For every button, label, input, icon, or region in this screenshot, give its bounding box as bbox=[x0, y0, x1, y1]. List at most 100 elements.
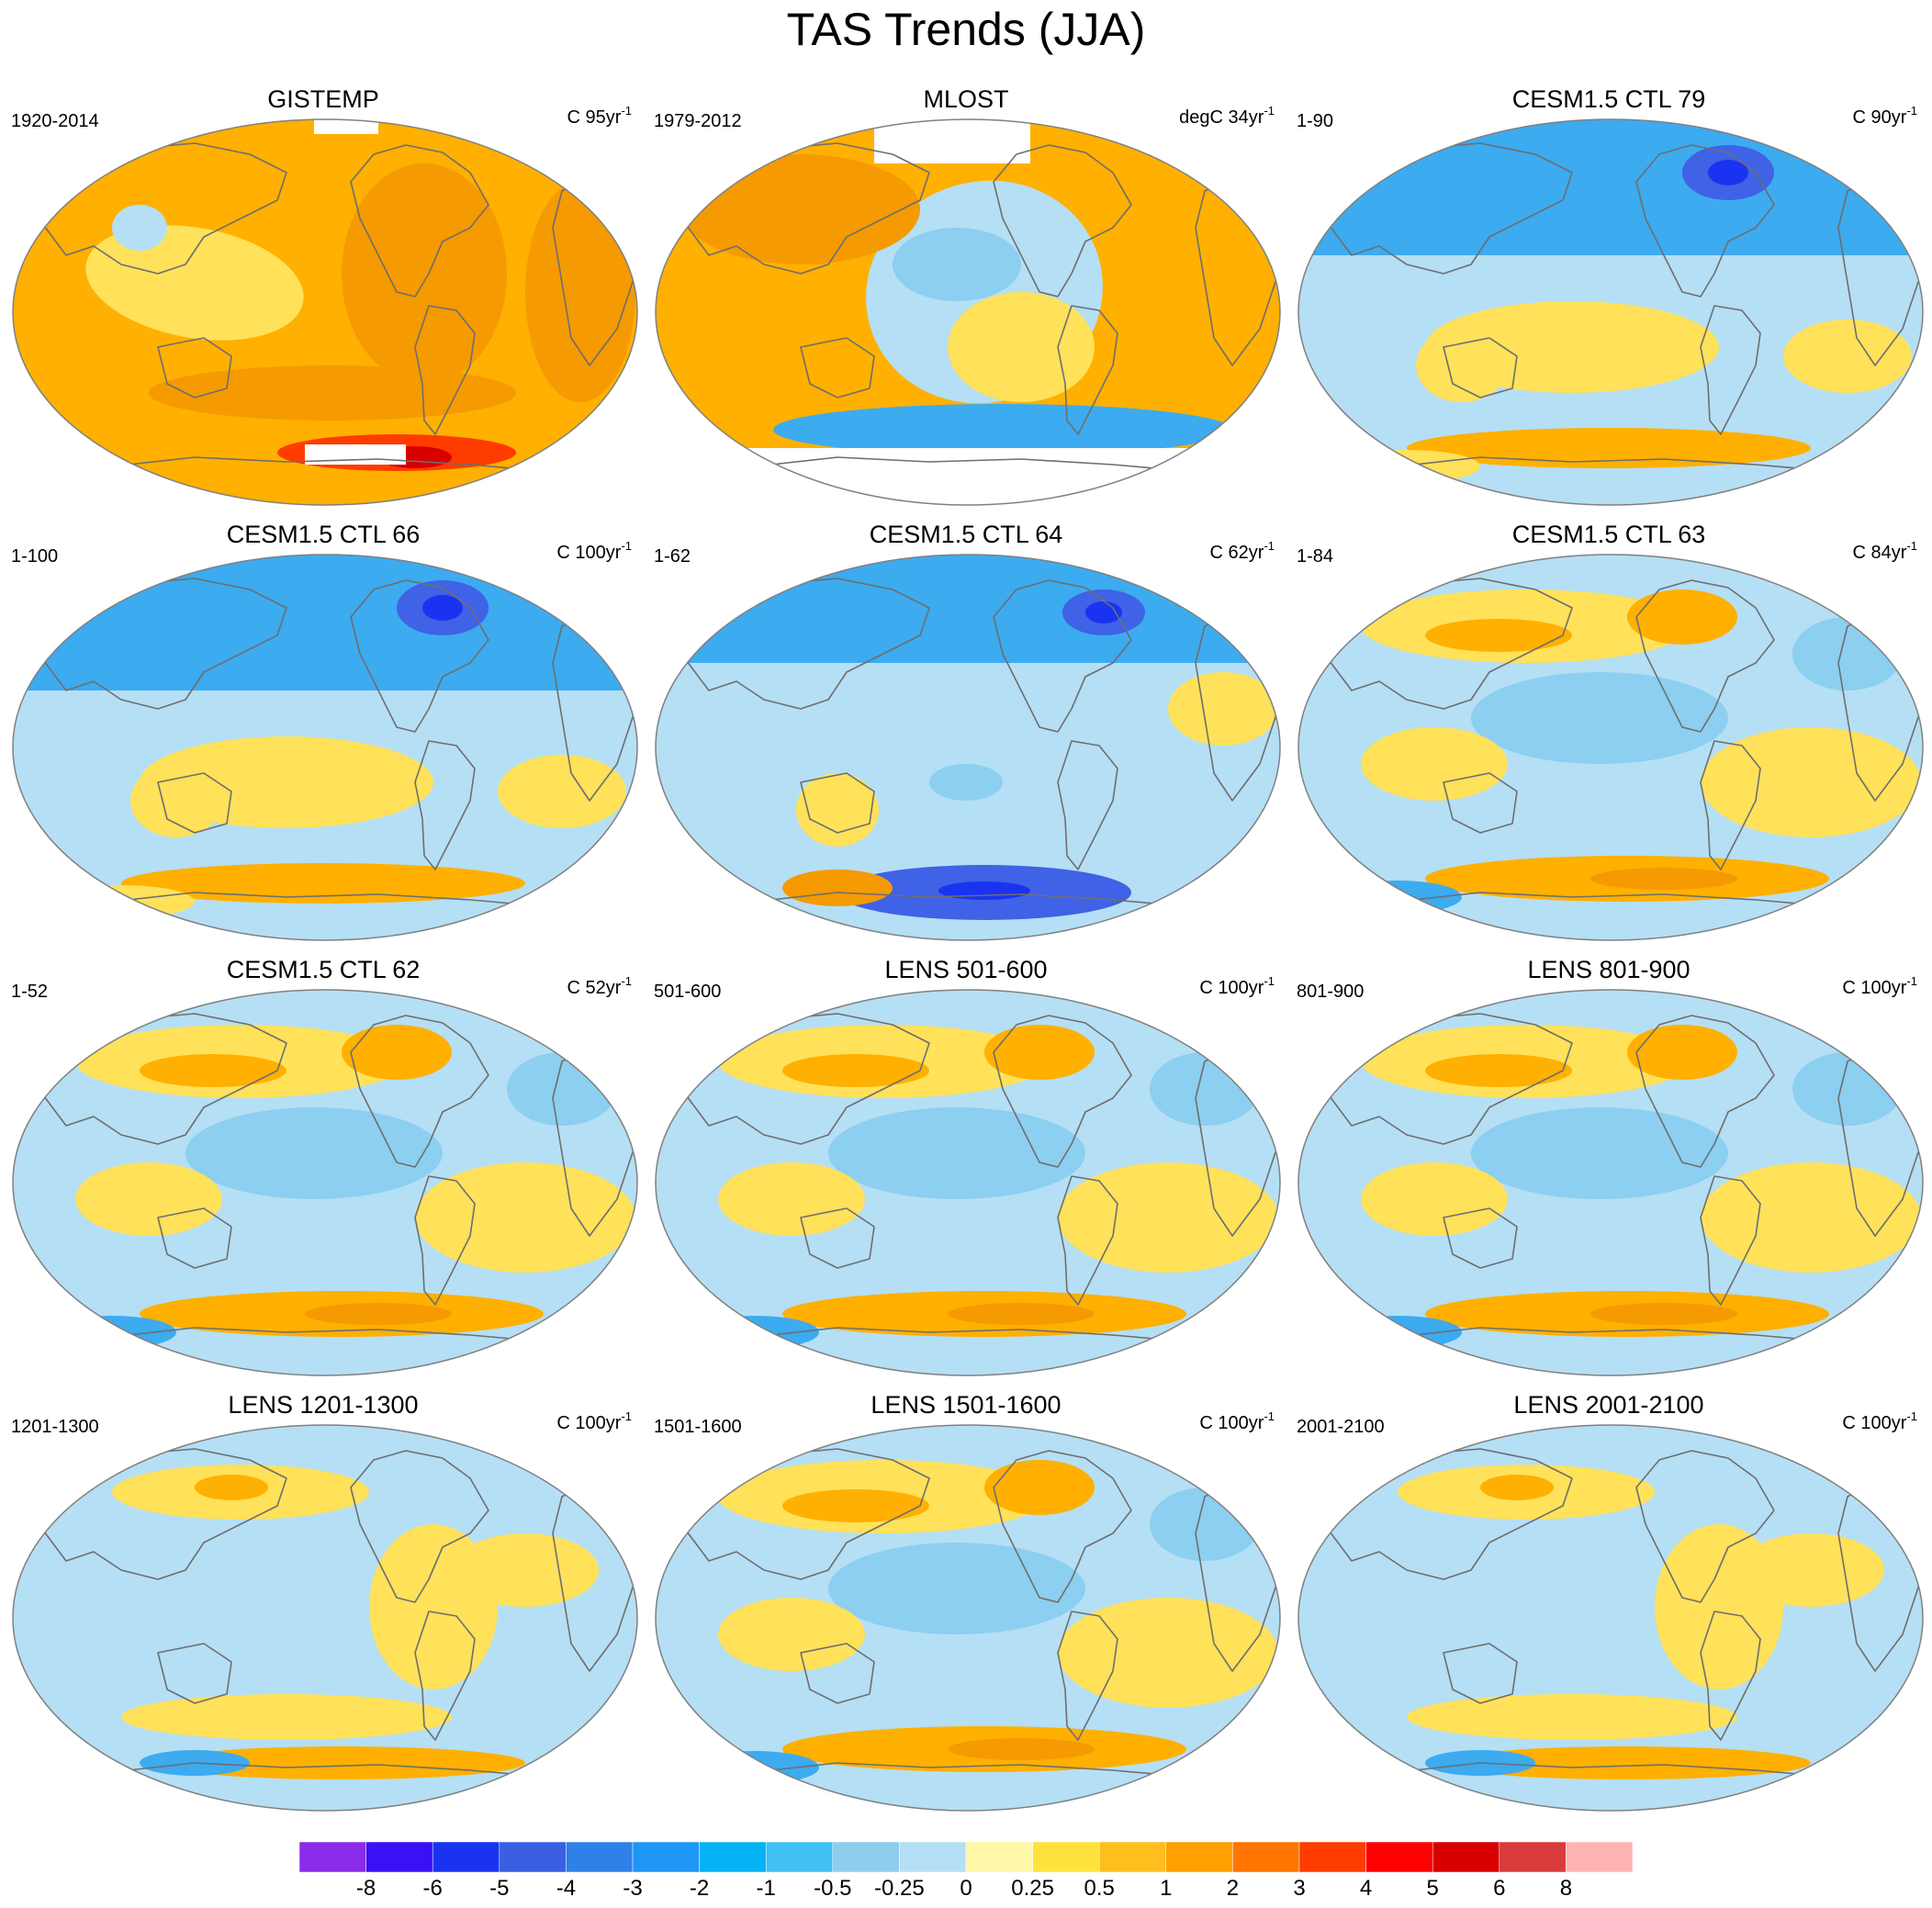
panel-units-exponent: -1 bbox=[1264, 974, 1275, 988]
colorbar-tick-label: 4 bbox=[1359, 1876, 1373, 1901]
colorbar-tick-label: -3 bbox=[623, 1876, 643, 1901]
panel-units: C 62yr-1 bbox=[1210, 540, 1275, 566]
panel-units-text: C 62yr bbox=[1209, 543, 1264, 563]
map-projection bbox=[1297, 118, 1924, 506]
map-panel: LENS 1501-1600 1501-1600 C 100yr-1 bbox=[645, 1390, 1287, 1822]
panel-title: GISTEMP bbox=[267, 85, 379, 113]
colorbar-swatch bbox=[1032, 1841, 1100, 1873]
panel-units-exponent: -1 bbox=[621, 104, 632, 118]
panel-period: 1201-1300 bbox=[11, 1417, 99, 1437]
panel-period: 1-62 bbox=[654, 546, 691, 567]
panel-period: 1-100 bbox=[11, 546, 59, 567]
panel-units: C 100yr-1 bbox=[1842, 1410, 1917, 1436]
panel-title: CESM1.5 CTL 62 bbox=[226, 956, 421, 983]
colorbar-tick-label: 0 bbox=[960, 1876, 972, 1901]
colorbar-tick-label: 5 bbox=[1426, 1876, 1439, 1901]
panel-units-text: C 95yr bbox=[567, 107, 622, 128]
panel-units: C 100yr-1 bbox=[1842, 975, 1917, 1001]
panel-title: MLOST bbox=[923, 85, 1009, 113]
map-panel: CESM1.5 CTL 62 1-52 C 52yr-1 bbox=[2, 955, 645, 1386]
map-projection bbox=[655, 118, 1281, 506]
map-projection bbox=[1297, 989, 1924, 1376]
panel-period: 1-90 bbox=[1297, 111, 1334, 131]
colorbar-swatch bbox=[499, 1841, 567, 1873]
panel-units-text: C 100yr bbox=[1842, 1413, 1907, 1433]
panel-period: 501-600 bbox=[654, 982, 722, 1002]
panel-period: 1-84 bbox=[1297, 546, 1334, 567]
colorbar-tick-label: -0.25 bbox=[874, 1876, 925, 1901]
panel-title: CESM1.5 CTL 66 bbox=[226, 521, 421, 548]
figure-title: TAS Trends (JJA) bbox=[786, 4, 1146, 55]
map-projection bbox=[655, 554, 1281, 941]
panel-units: C 100yr-1 bbox=[556, 1410, 632, 1436]
colorbar-swatch bbox=[965, 1841, 1033, 1873]
colorbar-swatch bbox=[1298, 1841, 1366, 1873]
colorbar-swatch bbox=[432, 1841, 500, 1873]
map-panel: CESM1.5 CTL 63 1-84 C 84yr-1 bbox=[1287, 520, 1930, 951]
colorbar-swatch bbox=[566, 1841, 634, 1873]
panel-units: C 100yr-1 bbox=[1199, 975, 1275, 1001]
colorbar-tick-label: -6 bbox=[422, 1876, 443, 1901]
map-panel: CESM1.5 CTL 64 1-62 C 62yr-1 bbox=[645, 520, 1287, 951]
panel-units-exponent: -1 bbox=[621, 974, 632, 988]
colorbar-swatch bbox=[699, 1841, 767, 1873]
panel-units: C 100yr-1 bbox=[556, 540, 632, 566]
panel-period: 1501-1600 bbox=[654, 1417, 742, 1437]
map-panel: CESM1.5 CTL 79 1-90 C 90yr-1 bbox=[1287, 84, 1930, 516]
colorbar-swatch bbox=[832, 1841, 900, 1873]
panel-units-text: C 90yr bbox=[1852, 107, 1907, 128]
panel-title: LENS 1501-1600 bbox=[871, 1391, 1061, 1419]
colorbar-swatch bbox=[1098, 1841, 1167, 1873]
panel-units-exponent: -1 bbox=[1906, 1409, 1917, 1423]
panel-period: 2001-2100 bbox=[1297, 1417, 1385, 1437]
panel-units-text: C 100yr bbox=[556, 543, 622, 563]
panel-period: 801-900 bbox=[1297, 982, 1365, 1002]
colorbar-tick-label: -1 bbox=[756, 1876, 776, 1901]
panel-units-exponent: -1 bbox=[621, 539, 632, 553]
map-panel: MLOST 1979-2012 degC 34yr-1 bbox=[645, 84, 1287, 516]
panel-period: 1920-2014 bbox=[11, 111, 99, 131]
panel-units-text: degC 34yr bbox=[1179, 107, 1264, 128]
panel-period: 1979-2012 bbox=[654, 111, 742, 131]
colorbar-swatch bbox=[632, 1841, 700, 1873]
panel-units-text: C 52yr bbox=[567, 978, 622, 998]
colorbar-tick-label: 0.5 bbox=[1084, 1876, 1115, 1901]
colorbar-tick-label: 6 bbox=[1493, 1876, 1506, 1901]
colorbar-tick-label: 3 bbox=[1293, 1876, 1306, 1901]
panel-title: LENS 1201-1300 bbox=[228, 1391, 419, 1419]
panel-units-exponent: -1 bbox=[1906, 539, 1917, 553]
panel-units-exponent: -1 bbox=[621, 1409, 632, 1423]
colorbar-swatch bbox=[765, 1841, 834, 1873]
panel-units-exponent: -1 bbox=[1906, 974, 1917, 988]
panel-units: C 95yr-1 bbox=[567, 105, 632, 130]
map-panel: LENS 1201-1300 1201-1300 C 100yr-1 bbox=[2, 1390, 645, 1822]
panel-units: degC 34yr-1 bbox=[1179, 105, 1275, 130]
colorbar-swatch bbox=[1566, 1841, 1634, 1873]
colorbar-swatch bbox=[1432, 1841, 1500, 1873]
colorbar-swatch bbox=[298, 1841, 366, 1873]
colorbar-tick-label: -0.5 bbox=[814, 1876, 852, 1901]
colorbar-tick-label: 1 bbox=[1160, 1876, 1173, 1901]
map-panel: LENS 501-600 501-600 C 100yr-1 bbox=[645, 955, 1287, 1386]
panel-title: CESM1.5 CTL 64 bbox=[869, 521, 1063, 548]
colorbar-tick-label: 2 bbox=[1226, 1876, 1240, 1901]
colorbar-tick-label: -5 bbox=[489, 1876, 510, 1901]
panel-title: LENS 501-600 bbox=[884, 956, 1048, 983]
colorbar-swatch bbox=[1499, 1841, 1567, 1873]
map-projection bbox=[12, 554, 638, 941]
panel-units: C 52yr-1 bbox=[567, 975, 632, 1001]
map-projection bbox=[1297, 1424, 1924, 1812]
panel-units: C 100yr-1 bbox=[1199, 1410, 1275, 1436]
panel-units: C 84yr-1 bbox=[1853, 540, 1917, 566]
map-projection bbox=[12, 1424, 638, 1812]
map-projection bbox=[1297, 554, 1924, 941]
map-panel: CESM1.5 CTL 66 1-100 C 100yr-1 bbox=[2, 520, 645, 951]
panel-units-text: C 100yr bbox=[1842, 978, 1907, 998]
panel-title: LENS 801-900 bbox=[1527, 956, 1690, 983]
map-panel: GISTEMP 1920-2014 C 95yr-1 bbox=[2, 84, 645, 516]
colorbar-tick-label: -2 bbox=[689, 1876, 710, 1901]
colorbar-tick-label: 0.25 bbox=[1011, 1876, 1054, 1901]
panel-units-exponent: -1 bbox=[1906, 104, 1917, 118]
colorbar-swatch bbox=[1365, 1841, 1433, 1873]
